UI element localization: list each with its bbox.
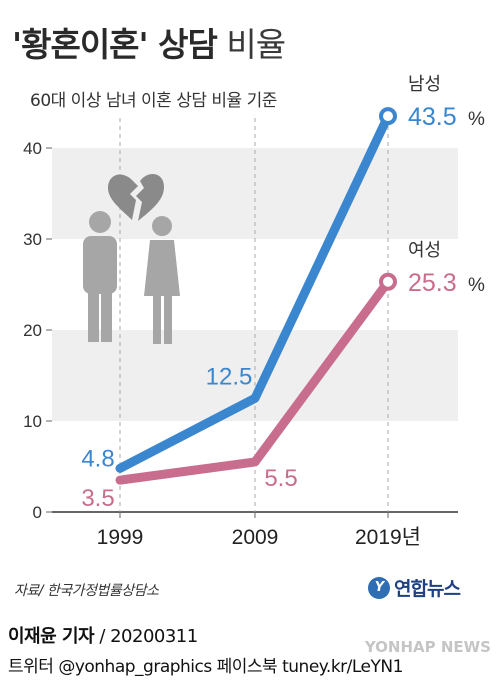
chart-subtitle: 60대 이상 남녀 이혼 상담 비율 기준 bbox=[30, 91, 277, 111]
broken-heart-couple-icon bbox=[83, 174, 180, 344]
page-title: '황혼이혼' 상담 비율 bbox=[12, 18, 286, 66]
infographic-frame: '황혼이혼' 상담 비율 60대 이상 남녀 이혼 상담 비율 기준 0 10 20… bbox=[12, 18, 485, 601]
source-note: 자료/ 한국가정법률상담소 bbox=[14, 583, 159, 599]
end-point-0 bbox=[379, 107, 397, 126]
x-tick-label-0: 1999 bbox=[97, 526, 144, 549]
yonhap-logo-icon: Y bbox=[368, 576, 390, 599]
y-tick-label-3: 30 bbox=[23, 230, 42, 249]
x-tick-label-2: 2019년 bbox=[355, 526, 421, 549]
data-label-1-0: 3.5 bbox=[81, 485, 114, 512]
line-chart: 0 10 20 30 40 1999 2009 2019년 4.8 12.5 43.5 % 남성 3.5… bbox=[23, 74, 485, 549]
title-suffix: 비율 bbox=[226, 25, 286, 64]
series-name-0: 남성 bbox=[408, 74, 441, 95]
end-point-1 bbox=[379, 272, 397, 291]
publish-date: / 20200311 bbox=[99, 626, 198, 647]
labels-group: 4.8 12.5 43.5 % 남성 3.5 5.5 25.3 % 여성 bbox=[81, 74, 485, 512]
percent-sign-1: % bbox=[468, 275, 485, 296]
series-line-0 bbox=[115, 111, 393, 473]
y-tick-label-2: 20 bbox=[23, 321, 42, 340]
reporter-name: 이재윤 기자 bbox=[8, 626, 95, 647]
data-label-1-2: 25.3 bbox=[408, 269, 457, 297]
data-label-0-2: 43.5 bbox=[408, 103, 457, 131]
percent-sign-0: % bbox=[468, 109, 485, 130]
series-name-1: 여성 bbox=[408, 240, 441, 261]
watermark: YONHAP NEWS bbox=[364, 638, 491, 656]
data-label-0-0: 4.8 bbox=[81, 445, 114, 472]
series-group bbox=[115, 107, 397, 485]
x-tick-label-1: 2009 bbox=[232, 526, 279, 549]
data-label-0-1: 12.5 bbox=[206, 363, 253, 390]
reporter-credit: 이재윤 기자 / 20200311 bbox=[8, 622, 198, 648]
social-links: 트위터 @yonhap_graphics 페이스북 tuney.kr/LeYN1 bbox=[8, 657, 403, 677]
brand-logo: Y 연합뉴스 bbox=[368, 574, 461, 601]
brand-name: 연합뉴스 bbox=[394, 578, 461, 600]
axes: 0 10 20 30 40 1999 2009 2019년 bbox=[23, 118, 458, 549]
series-line-1 bbox=[115, 277, 393, 485]
y-tick-label-4: 40 bbox=[23, 139, 42, 158]
data-label-1-1: 5.5 bbox=[264, 465, 297, 492]
title-main: '황혼이혼' 상담 bbox=[12, 25, 218, 64]
y-tick-label-1: 10 bbox=[23, 412, 42, 431]
y-tick-label-0: 0 bbox=[33, 503, 42, 522]
